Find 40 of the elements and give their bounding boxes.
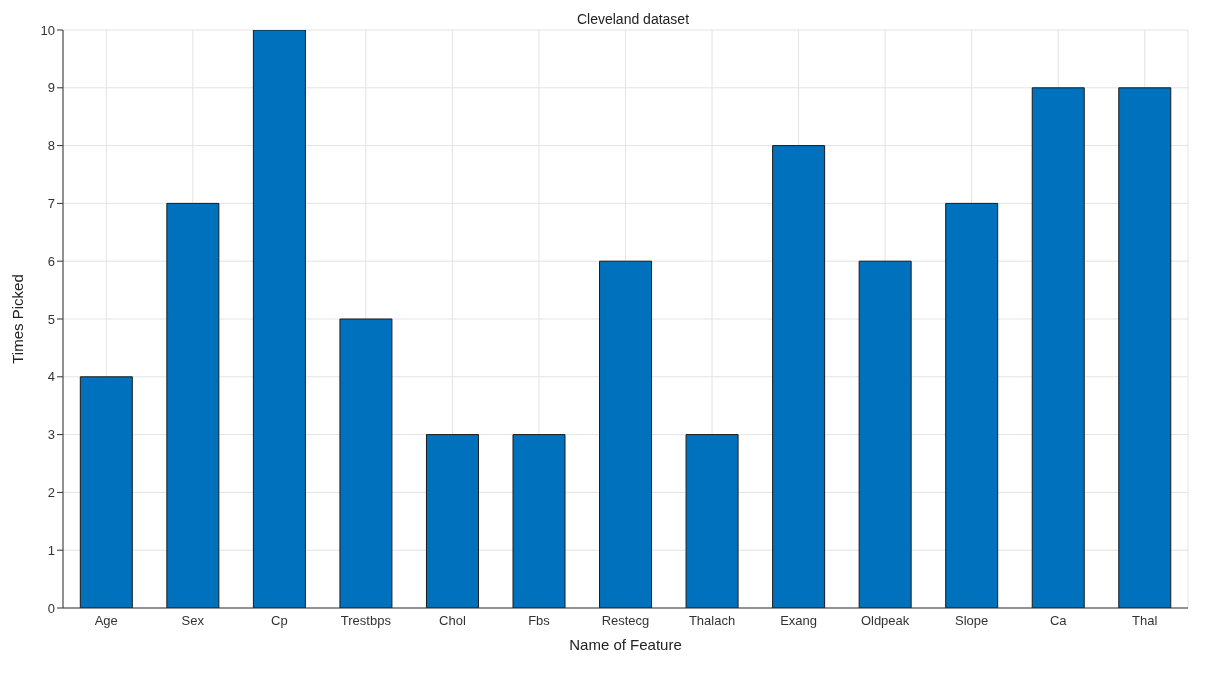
y-tick-label: 8 (47, 138, 55, 154)
y-tick-label: 7 (47, 196, 55, 212)
bar (945, 202, 999, 608)
y-tick-label: 9 (47, 80, 55, 96)
x-tick-label: Thal (1132, 613, 1158, 629)
chart-title: Cleveland dataset (576, 11, 690, 27)
x-tick-label: Chol (439, 613, 466, 629)
bar (1118, 87, 1172, 608)
x-tick-label: Slope (955, 613, 989, 629)
x-tick-label: Cp (271, 613, 288, 629)
bar (1031, 87, 1085, 608)
x-tick-label: Exang (780, 613, 818, 629)
y-tick-label: 10 (40, 22, 55, 38)
y-tick-label: 2 (47, 485, 55, 501)
bar (858, 260, 912, 608)
x-tick-label: Fbs (528, 613, 551, 629)
bar (772, 145, 826, 608)
x-tick-label: Sex (181, 613, 205, 629)
y-axis-title: Times Picked (9, 274, 27, 364)
x-tick-label: Thalach (688, 613, 736, 629)
x-tick-label: Restecg (601, 613, 650, 629)
y-tick-label: 5 (47, 311, 55, 327)
bar (685, 434, 739, 608)
bar (425, 434, 479, 608)
bar (79, 376, 133, 608)
x-tick-label: Ca (1049, 613, 1068, 629)
x-tick-label: Oldpeak (860, 613, 910, 629)
bar (512, 434, 566, 608)
bar (339, 318, 393, 608)
y-tick-label: 3 (47, 427, 55, 443)
bar (252, 30, 306, 608)
bar (599, 260, 653, 608)
y-tick-label: 1 (47, 542, 55, 558)
y-tick-label: 6 (47, 253, 55, 269)
bar (166, 202, 220, 608)
x-tick-label: Age (94, 613, 118, 629)
x-tick-label: Trestbps (340, 613, 392, 629)
y-tick-label: 0 (47, 600, 55, 616)
x-axis-title: Name of Feature (569, 636, 682, 653)
y-tick-label: 4 (47, 369, 55, 385)
